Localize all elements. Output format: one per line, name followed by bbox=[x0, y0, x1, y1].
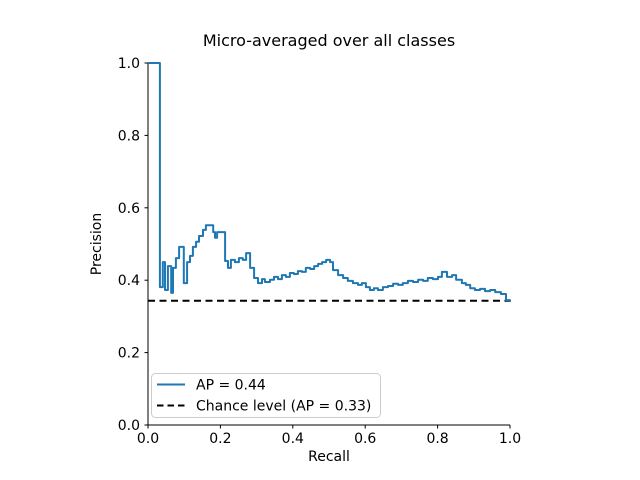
axes: 0.0 0.2 0.4 0.6 0.8 1.0 0.0 0.2 0.4 0.6 0.8 1.0 bbox=[118, 56, 521, 447]
y-tick-label: 0.8 bbox=[118, 128, 140, 144]
legend-box bbox=[151, 373, 381, 418]
x-tick-label: 0.6 bbox=[354, 431, 376, 447]
legend-chance-label: Chance level (AP = 0.33) bbox=[196, 399, 371, 415]
x-tick-label: 0.0 bbox=[137, 431, 159, 447]
chart-title: Micro-averaged over all classes bbox=[203, 31, 455, 50]
y-tick-label: 0.0 bbox=[118, 418, 140, 434]
y-tick-label: 1.0 bbox=[118, 56, 140, 72]
y-tick-label: 0.2 bbox=[118, 346, 140, 362]
x-axis-label: Recall bbox=[308, 449, 350, 465]
legend: AP = 0.44 Chance level (AP = 0.33) bbox=[151, 373, 381, 418]
x-tick-label: 0.4 bbox=[282, 431, 304, 447]
x-tick-label: 1.0 bbox=[499, 431, 521, 447]
precision-recall-curve bbox=[148, 62, 511, 302]
y-tick-label: 0.6 bbox=[118, 201, 140, 217]
x-tick-label: 0.2 bbox=[209, 431, 231, 447]
y-tick-label: 0.4 bbox=[118, 273, 140, 289]
y-axis-label: Precision bbox=[89, 213, 105, 275]
x-tick-label: 0.8 bbox=[426, 431, 448, 447]
legend-ap-label: AP = 0.44 bbox=[196, 378, 266, 394]
